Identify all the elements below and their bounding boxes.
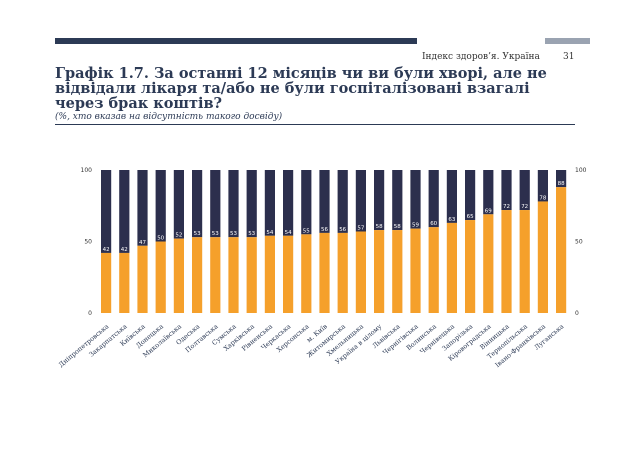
bar-segment-value [446,222,457,313]
data-label: 72 [521,204,528,210]
bar-segment-remainder [264,170,275,236]
data-label: 50 [157,236,164,242]
bar-segment-remainder [155,170,166,242]
data-label: 59 [412,223,419,229]
page-number: 31 [563,52,575,62]
bar-segment-value [537,201,548,313]
data-label: 69 [485,208,492,214]
data-label: 55 [303,228,310,234]
bar-segment-value [137,245,148,313]
bar-segment-remainder [428,170,439,228]
bar-segment-value [264,235,275,313]
header-rule-light [545,38,590,44]
bar-segment-value [483,214,494,313]
bar-segment-remainder [410,170,421,229]
bar-segment-remainder [192,170,203,238]
data-label: 58 [394,224,401,230]
bar-segment-value [283,235,294,313]
data-label: 56 [339,227,346,233]
report-header: Індекс здоров’я. Україна [422,52,540,62]
data-label: 54 [266,230,273,236]
bar-segment-remainder [355,170,366,232]
bar-segment-remainder [483,170,494,215]
y-tick-right: 0 [575,310,579,317]
y-tick-left: 100 [81,167,93,174]
bar-segment-value [501,210,512,313]
bar-segment-remainder [446,170,457,223]
bar-segment-value [210,237,221,313]
y-tick-right: 100 [575,167,587,174]
bar-segment-value [374,230,385,313]
bar-segment-value [519,210,530,313]
bar-segment-remainder [119,170,130,253]
bar-segment-value [192,237,203,313]
bar-segment-remainder [374,170,385,231]
data-label: 47 [139,240,146,246]
data-label: 72 [503,204,510,210]
bar-segment-remainder [246,170,257,238]
bar-segment-remainder [210,170,221,238]
bar-segment-value [556,187,567,313]
bar-segment-value [337,232,348,313]
bar-segment-value [155,241,166,313]
bar-segment-remainder [173,170,184,239]
bar-segment-remainder [301,170,312,235]
bar-segment-remainder [392,170,403,231]
bar-segment-value [173,238,184,313]
data-label: 65 [467,214,474,220]
bar-segment-remainder [137,170,148,246]
bar-segment-remainder [283,170,294,236]
chart-subtitle: (%, хто вказав на відсутність такого дос… [55,112,283,122]
data-label: 54 [285,230,292,236]
data-label: 42 [121,247,128,253]
bar-segment-remainder [228,170,239,238]
data-label: 42 [103,247,110,253]
bar-segment-value [301,234,312,313]
data-label: 53 [194,231,201,237]
data-label: 63 [448,217,455,223]
bar-segment-value [119,252,130,313]
y-tick-right: 50 [575,239,583,246]
y-tick-left: 0 [88,310,92,317]
bar-segment-value [355,231,366,313]
header-rule-dark [55,38,417,44]
chart-title: Графік 1.7. За останні 12 місяців чи ви … [55,65,547,112]
bar-segment-value [428,227,439,313]
y-tick-left: 50 [84,239,92,246]
data-label: 88 [558,181,565,187]
title-underline [55,124,575,125]
bar-segment-value [410,228,421,313]
bar-segment-remainder [537,170,548,202]
bar-segment-value [246,237,257,313]
bar-segment-remainder [337,170,348,233]
bar-segment-value [392,230,403,313]
data-label: 52 [175,233,182,239]
bar-segment-remainder [465,170,476,221]
data-label: 78 [539,195,546,201]
bar-segment-remainder [556,170,567,188]
bar-segment-value [228,237,239,313]
data-label: 57 [357,225,364,231]
bar-segment-remainder [319,170,330,233]
bar-segment-value [465,220,476,313]
bar-segment-value [101,252,112,313]
bar-segment-remainder [501,170,512,211]
data-label: 56 [321,227,328,233]
data-label: 60 [430,221,437,227]
bar-segment-remainder [519,170,530,211]
data-label: 53 [230,231,237,237]
bar-segment-value [319,232,330,313]
data-label: 53 [212,231,219,237]
bar-segment-remainder [101,170,112,253]
data-label: 53 [248,231,255,237]
data-label: 58 [376,224,383,230]
